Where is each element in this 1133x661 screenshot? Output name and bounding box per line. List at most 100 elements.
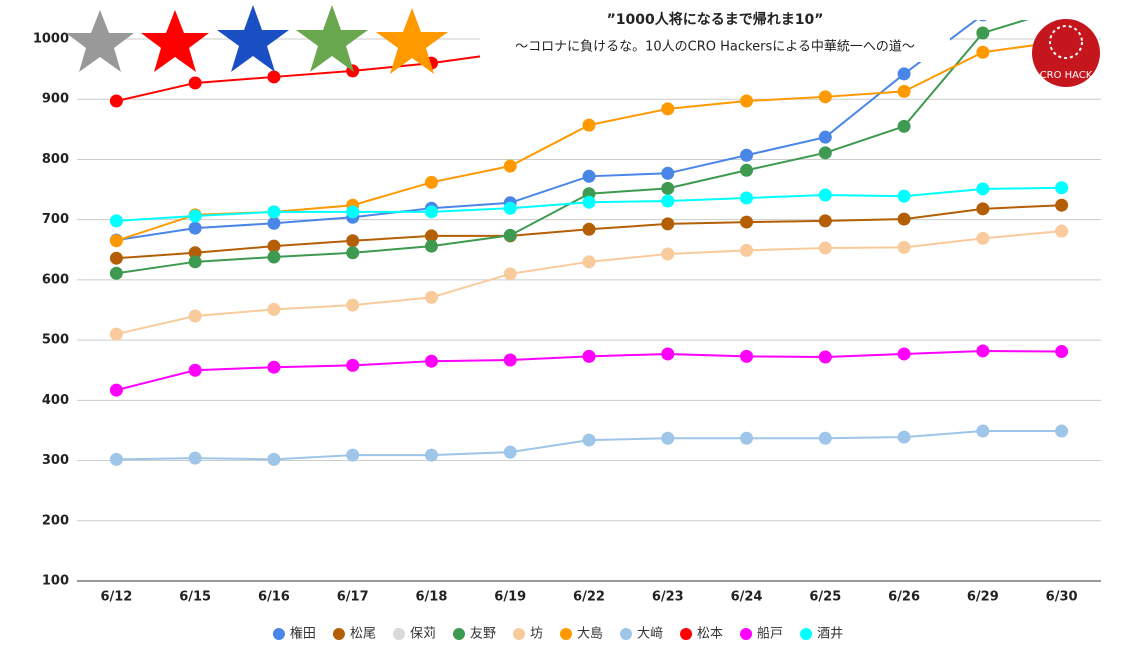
data-point [267,452,281,466]
data-point [582,169,596,183]
data-point [346,246,360,260]
data-point [818,90,832,104]
data-point [188,363,202,377]
data-point [976,344,990,358]
x-tick-label: 6/25 [809,590,841,605]
data-point [818,241,832,255]
data-point [897,84,911,98]
x-tick-label: 6/12 [100,590,132,605]
data-point [818,146,832,160]
data-point [897,430,911,444]
y-tick-label: 900 [42,92,69,107]
legend-swatch [332,628,345,640]
data-point [661,102,675,116]
data-point [188,451,202,465]
data-point [740,243,754,257]
series-line [116,40,1062,242]
x-tick-label: 6/26 [888,590,920,605]
data-point [188,76,202,90]
data-point [1055,424,1069,438]
data-point [976,202,990,216]
legend-swatch [512,628,525,640]
data-point [503,228,517,242]
x-tick-label: 6/19 [494,590,526,605]
y-tick-label: 700 [42,212,69,227]
data-point [267,216,281,230]
series-line [116,51,511,103]
data-point [740,191,754,205]
y-tick-label: 300 [42,453,69,468]
x-tick-label: 6/16 [258,590,290,605]
data-point [109,214,123,228]
data-point [661,181,675,195]
legend-label: 船戸 [757,627,783,642]
y-tick-label: 400 [42,393,69,408]
data-point [346,358,360,372]
data-point [503,201,517,215]
data-point [582,349,596,363]
data-point [582,433,596,447]
data-point [818,188,832,202]
data-point [661,347,675,361]
data-point [976,424,990,438]
x-tick-label: 6/17 [337,590,369,605]
data-point [346,205,360,219]
data-point [897,240,911,254]
legend-label: 権田 [290,626,316,642]
data-point [976,231,990,245]
data-point [267,302,281,316]
data-point [346,234,360,248]
legend-swatch [800,628,813,640]
data-point [740,163,754,177]
data-point [267,250,281,264]
data-point [661,247,675,261]
logo: CRO HACK [1032,19,1100,87]
data-point [424,239,438,253]
data-point [188,309,202,323]
data-point [109,251,123,265]
data-point [661,431,675,445]
x-tick-label: 6/24 [731,590,763,605]
x-tick-label: 6/23 [652,590,684,605]
data-point [740,431,754,445]
data-point [976,45,990,59]
data-point [582,255,596,269]
chart-title: ”1000人将になるまで帰れま10” [607,11,824,28]
data-point [818,214,832,228]
legend-swatch [620,628,633,640]
legend-swatch [740,628,753,640]
legend-swatch [452,628,465,640]
data-point [1055,198,1069,212]
data-point [661,166,675,180]
legend-label: 松本 [697,627,723,642]
data-point [424,448,438,462]
data-point [503,445,517,459]
data-point [740,349,754,363]
y-tick-label: 1000 [33,32,69,47]
data-point [818,350,832,364]
data-point [740,94,754,108]
data-point [740,215,754,229]
data-point [109,94,123,108]
data-point [582,118,596,132]
stars [66,5,448,74]
data-point [424,354,438,368]
data-point [1055,2,1068,15]
data-point [267,70,281,84]
chart-subtitle: 〜コロナに負けるな。10人のCRO Hackersによる中華統一への道〜 [515,40,915,55]
data-point [503,353,517,367]
y-tick-label: 500 [42,333,69,348]
legend-label: 保苅 [410,627,436,642]
logo-text: CRO HACK [1040,70,1093,81]
x-tick-label: 6/30 [1046,590,1078,605]
data-point [424,175,438,189]
x-tick-label: 6/22 [573,590,605,605]
data-point [109,327,123,341]
legend-label: 友野 [470,626,496,642]
data-point [1055,181,1069,195]
x-tick-label: 6/15 [179,590,211,605]
star-icon [296,5,368,72]
star-icon [66,10,134,72]
y-tick-label: 200 [42,513,69,528]
